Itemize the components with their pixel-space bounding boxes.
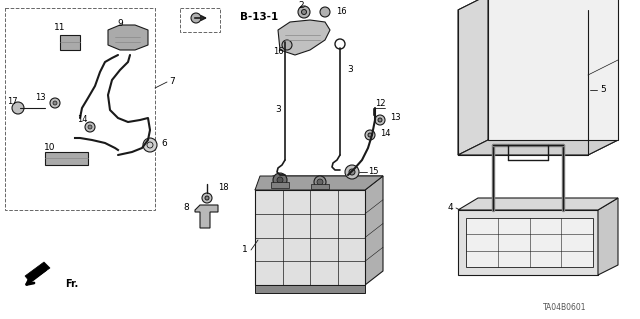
Circle shape	[12, 102, 24, 114]
Text: 3: 3	[347, 65, 353, 75]
Text: B-13-1: B-13-1	[240, 12, 278, 22]
Circle shape	[349, 169, 355, 175]
Polygon shape	[45, 152, 88, 165]
Text: Fr.: Fr.	[65, 279, 78, 289]
Polygon shape	[195, 205, 218, 228]
Polygon shape	[598, 198, 618, 275]
Text: 6: 6	[161, 138, 167, 147]
Text: 12: 12	[375, 99, 385, 108]
Text: 11: 11	[54, 24, 66, 33]
Circle shape	[301, 10, 307, 14]
Polygon shape	[108, 25, 148, 50]
Text: 10: 10	[44, 143, 56, 152]
Polygon shape	[25, 262, 50, 282]
Text: 16: 16	[273, 48, 284, 56]
Polygon shape	[278, 20, 330, 55]
Circle shape	[88, 125, 92, 129]
Text: TA04B0601: TA04B0601	[543, 303, 587, 313]
Polygon shape	[458, 210, 598, 275]
Text: 4: 4	[447, 204, 453, 212]
Circle shape	[273, 173, 287, 187]
Polygon shape	[458, 0, 488, 155]
Text: 5: 5	[600, 85, 606, 94]
Polygon shape	[466, 218, 593, 267]
Circle shape	[202, 193, 212, 203]
Polygon shape	[255, 285, 365, 293]
Text: 14: 14	[380, 129, 390, 137]
Text: 13: 13	[390, 113, 401, 122]
Text: 18: 18	[218, 183, 228, 192]
Circle shape	[85, 122, 95, 132]
Polygon shape	[365, 176, 383, 285]
Polygon shape	[458, 140, 618, 155]
Circle shape	[345, 165, 359, 179]
Circle shape	[282, 40, 292, 50]
Text: 2: 2	[298, 2, 304, 11]
Circle shape	[50, 98, 60, 108]
Text: 7: 7	[169, 78, 175, 86]
Circle shape	[205, 196, 209, 200]
Circle shape	[317, 179, 323, 185]
Polygon shape	[60, 35, 80, 50]
Circle shape	[368, 133, 372, 137]
Polygon shape	[255, 190, 365, 285]
Circle shape	[314, 176, 326, 188]
Polygon shape	[458, 0, 618, 10]
Polygon shape	[588, 0, 618, 155]
Polygon shape	[255, 176, 383, 190]
Circle shape	[375, 115, 385, 125]
Circle shape	[143, 138, 157, 152]
Text: 13: 13	[35, 93, 45, 102]
Text: 17: 17	[6, 98, 17, 107]
Circle shape	[191, 13, 201, 23]
Polygon shape	[458, 198, 618, 210]
Circle shape	[365, 130, 375, 140]
Text: 8: 8	[183, 204, 189, 212]
Text: 9: 9	[117, 19, 123, 28]
Polygon shape	[488, 0, 618, 140]
Text: 1: 1	[242, 246, 248, 255]
Text: 3: 3	[275, 106, 281, 115]
Circle shape	[277, 177, 283, 183]
Polygon shape	[311, 184, 329, 189]
Text: 15: 15	[368, 167, 378, 176]
Polygon shape	[271, 182, 289, 188]
Text: 14: 14	[77, 115, 87, 124]
Circle shape	[298, 6, 310, 18]
Circle shape	[378, 118, 382, 122]
Text: 16: 16	[336, 8, 347, 17]
Polygon shape	[255, 176, 383, 190]
Circle shape	[53, 101, 57, 105]
Circle shape	[320, 7, 330, 17]
